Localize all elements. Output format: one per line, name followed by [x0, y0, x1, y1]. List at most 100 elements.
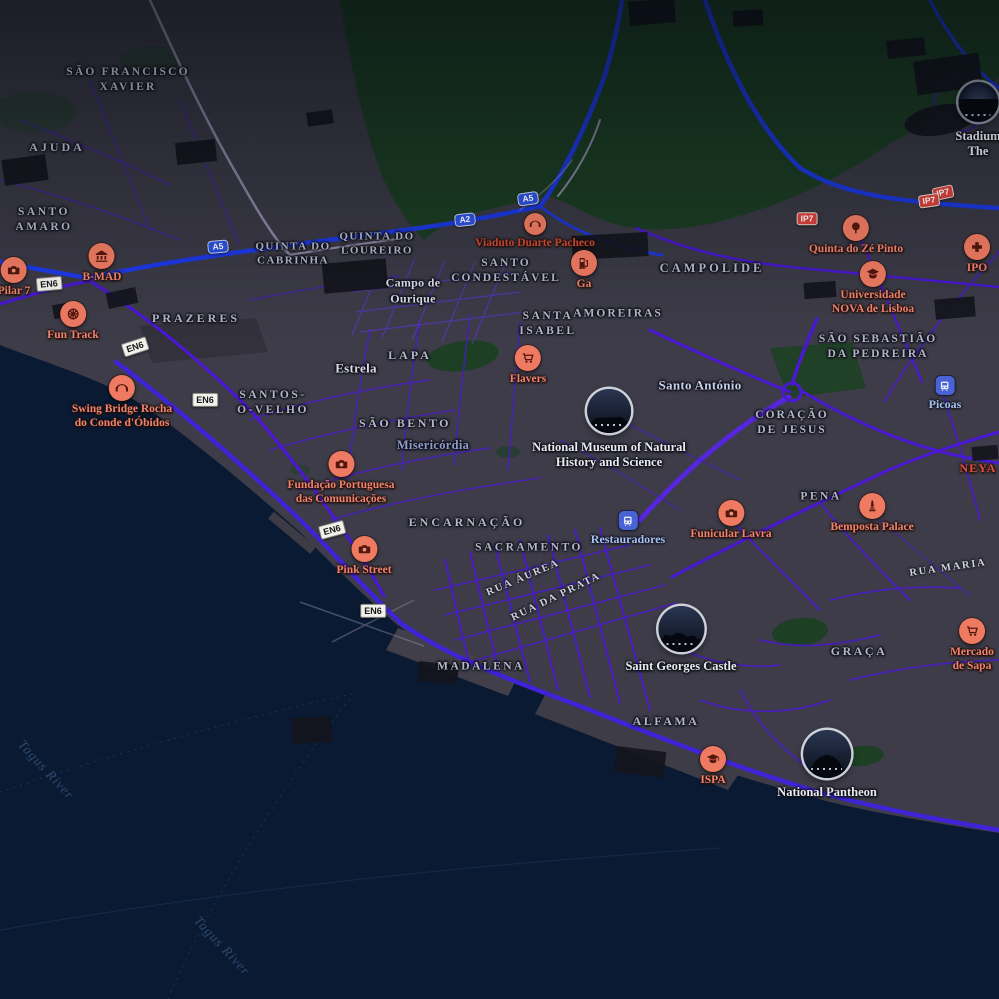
poi-label: Quinta do Zé Pinto: [808, 243, 904, 255]
area-label-s-o-sebasti-o-da-pedreira: SÃO SEBASTIÃO DA PEDREIRA: [818, 333, 938, 360]
bridge-icon: [523, 213, 546, 235]
photo-lights: [965, 113, 991, 116]
poi-pilar-7[interactable]: Pilar 7: [0, 257, 30, 299]
photo-marker-national-museum-of-natural-history-and-science[interactable]: National Museum of Natural History and S…: [532, 389, 686, 470]
photo-lights: [594, 423, 624, 426]
poi-label: Bemposta Palace: [830, 521, 914, 533]
camera-icon: [1, 257, 27, 283]
poi-fun-track[interactable]: Fun Track: [47, 301, 99, 343]
poi-label: IPO: [966, 262, 988, 274]
area-label-miseric-rdia: Misericórdia: [396, 437, 470, 452]
photo-image: [586, 389, 631, 433]
poi-quinta-do-z-pinto[interactable]: Quinta do Zé Pinto: [809, 215, 903, 257]
photo-lights: [666, 642, 696, 645]
area-label-alfama: ALFAMA: [632, 714, 700, 729]
area-label-campolide: CAMPOLIDE: [659, 260, 765, 275]
area-label-encarna-o: ENCARNAÇÃO: [408, 515, 526, 530]
photo-image: [802, 730, 851, 778]
poi-b-mad[interactable]: B-MAD: [83, 243, 121, 285]
poi-ipo[interactable]: IPO: [964, 234, 990, 276]
poi-label: Fun Track: [47, 329, 99, 341]
poi-bemposta-palace[interactable]: Bemposta Palace: [830, 493, 914, 535]
fuel-icon: [571, 250, 597, 276]
poi-mercado-de-sapa[interactable]: Mercado de Sapa: [950, 618, 994, 673]
poi-flavers[interactable]: Flavers: [510, 345, 546, 387]
area-label-santo-condest-vel: SANTO CONDESTÁVEL: [451, 257, 561, 284]
photo-silhouette: [802, 754, 851, 778]
poi-label: Restauradores: [590, 532, 666, 546]
photo-label: National Museum of Natural History and S…: [532, 440, 686, 469]
castle-photo: [657, 606, 704, 652]
poi-restauradores[interactable]: Restauradores: [591, 511, 665, 546]
area-label-estrela: Estrela: [335, 360, 377, 376]
school-icon: [859, 261, 886, 287]
shield-en6-5: EN6: [360, 603, 386, 619]
poi-label: NEYA: [959, 460, 997, 475]
poi-label: Fundação Portuguesa das Comunicações: [287, 479, 395, 505]
photo-label: Stadium The: [955, 129, 999, 158]
area-label-cora-o-de-jesus: CORAÇÃO DE JESUS: [755, 409, 829, 436]
area-label-santos-o-velho: SANTOS- O-VELHO: [237, 389, 309, 416]
camera-icon: [350, 536, 377, 562]
shield-ip7-11: IP7: [796, 212, 818, 226]
museum-icon: [89, 243, 115, 269]
photo-marker-stadium-the[interactable]: Stadium The: [955, 82, 999, 159]
metro-icon: [935, 376, 955, 395]
poi-picoas[interactable]: Picoas: [928, 376, 962, 411]
poi-neya[interactable]: NEYA: [960, 459, 997, 475]
poi-viaduto-duarte-pacheco[interactable]: Viaduto Duarte Pacheco: [475, 213, 595, 251]
poi-pink-street[interactable]: Pink Street: [336, 536, 392, 578]
poi-ga[interactable]: Ga: [571, 250, 597, 292]
poi-label: Picoas: [928, 397, 962, 411]
poi-funda-o-portuguesa-das-comunica-es[interactable]: Fundação Portuguesa das Comunicações: [287, 451, 395, 506]
area-label-santo-ant-nio: Santo António: [658, 377, 742, 393]
area-label-s-o-francisco-xavier: SÃO FRANCISCO XAVIER: [66, 66, 190, 93]
area-label-sacramento: SACRAMENTO: [475, 541, 583, 554]
poi-funicular-lavra[interactable]: Funicular Lavra: [690, 500, 772, 542]
shield-en6-3: EN6: [192, 392, 218, 408]
wheel-icon: [60, 301, 86, 327]
poi-label: Universidade NOVA de Lisboa: [831, 289, 915, 315]
poi-ispa[interactable]: ISPA: [700, 746, 726, 788]
poi-label: Flavers: [509, 373, 547, 385]
shield-a5-8: A5: [207, 239, 229, 255]
area-label-amoreiras: AMOREIRAS: [573, 307, 663, 320]
area-label-santo-amaro: SANTO AMARO: [15, 206, 73, 233]
camera-icon: [717, 500, 744, 526]
cross-icon: [964, 234, 990, 260]
shield-a2-7: A2: [453, 212, 477, 228]
area-label-quinta-do-loureiro: QUINTA DO LOUREIRO: [339, 230, 415, 257]
photo-silhouette: [586, 417, 631, 433]
shield-en6-1: EN6: [35, 275, 63, 293]
area-label-ajuda: AJUDA: [29, 140, 85, 155]
area-label-campo-de-ourique: Campo de Ourique: [385, 275, 441, 305]
poi-label: Pink Street: [336, 564, 392, 576]
poi-label: Ga: [576, 278, 592, 290]
photo-image: [657, 606, 704, 652]
poi-swing-bridge-rocha-do-conde-d-bidos[interactable]: Swing Bridge Rocha do Conde d'Óbidos: [72, 375, 172, 430]
camera-icon: [328, 451, 354, 477]
photo-lights: [811, 768, 843, 771]
photo-silhouette: [958, 98, 998, 122]
monument-icon: [858, 493, 885, 519]
photo-silhouette: [657, 632, 704, 652]
area-label-santa-isabel: SANTA ISABEL: [519, 310, 577, 337]
metro-icon: [618, 511, 638, 530]
poi-universidade-nova-de-lisboa[interactable]: Universidade NOVA de Lisboa: [832, 261, 914, 316]
photo-label: National Pantheon: [777, 785, 877, 799]
stadium-photo: [958, 82, 998, 122]
poi-label: Funicular Lavra: [690, 528, 772, 540]
poi-label: ISPA: [700, 774, 726, 786]
tree-icon: [842, 215, 869, 241]
area-label-pena: PENA: [800, 490, 842, 503]
poi-label: Mercado de Sapa: [950, 646, 994, 672]
photo-marker-saint-georges-castle[interactable]: Saint Georges Castle: [625, 606, 737, 674]
cart-icon: [958, 618, 985, 644]
area-label-madalena: MADALENA: [437, 660, 525, 673]
photo-marker-national-pantheon[interactable]: National Pantheon: [777, 730, 877, 800]
dome-photo: [802, 730, 851, 778]
